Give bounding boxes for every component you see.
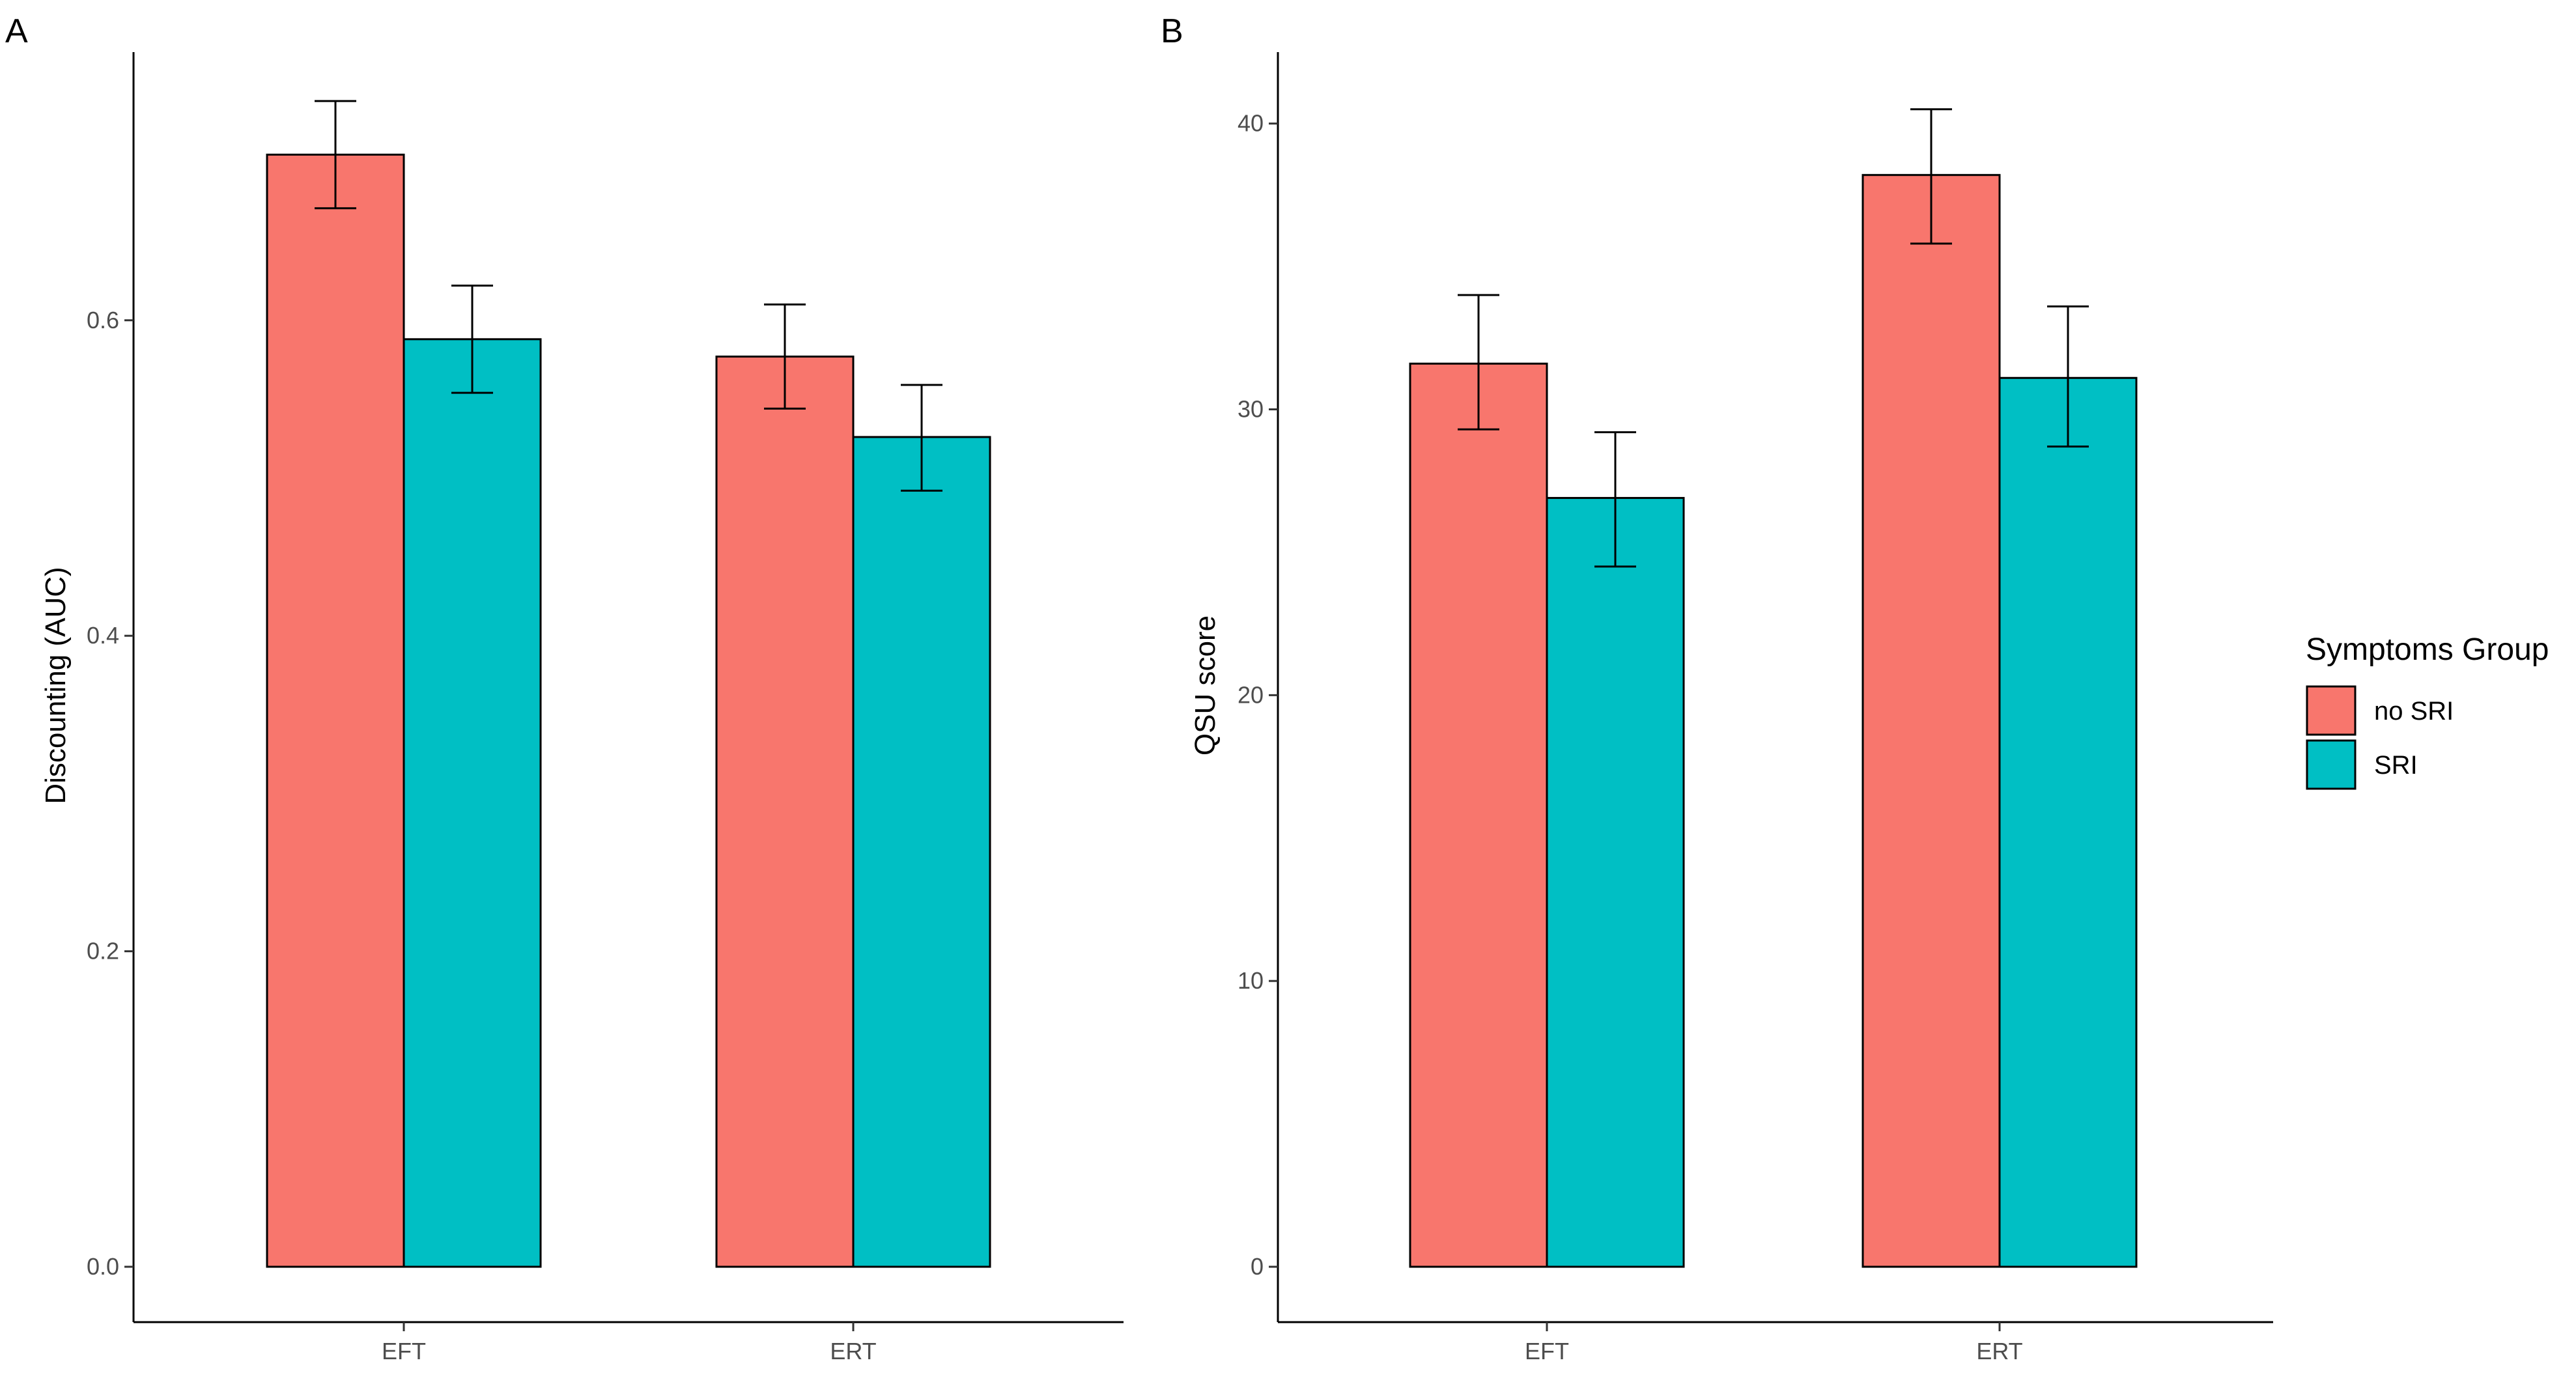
- y-tick-label: 30: [1238, 396, 1264, 423]
- bar-ert-no-sri: [715, 355, 855, 1268]
- x-tick-label-ert: ERT: [1976, 1338, 2022, 1364]
- errorbar-ert-no-sri: [1910, 108, 1952, 245]
- errorbar-ert-sri: [901, 384, 942, 492]
- errorbar-eft-no-sri: [1458, 294, 1499, 431]
- bar-eft-no-sri: [266, 153, 405, 1268]
- x-tick-label-eft: EFT: [1525, 1338, 1569, 1364]
- x-tick-label-eft: EFT: [382, 1338, 426, 1364]
- y-tick-label: 10: [1238, 967, 1264, 994]
- y-axis-title: Discounting (AUC): [40, 567, 72, 804]
- y-tick-label: 0.6: [87, 307, 119, 333]
- errorbar-ert-sri: [2047, 305, 2089, 448]
- y-tick-label: 40: [1238, 110, 1264, 137]
- panel-label-b: B: [1161, 12, 1183, 50]
- panel-b: B 0 10 20 30 40 EFT ERT QSU score: [1161, 12, 2273, 1364]
- bar-ert-no-sri: [1861, 174, 2001, 1268]
- y-tick-label: 0.2: [87, 938, 119, 965]
- legend-title: Symptoms Group: [2306, 632, 2549, 667]
- y-tick-label: 0.4: [87, 622, 119, 649]
- bar-ert-sri: [852, 436, 991, 1268]
- x-tick-label-ert: ERT: [830, 1338, 876, 1364]
- legend-key-no-sri: [2306, 685, 2357, 736]
- bar-ert-sri: [1998, 376, 2138, 1268]
- bar-eft-sri: [1546, 497, 1685, 1268]
- y-axis-title: QSU score: [1189, 615, 1221, 756]
- panel-label-a: A: [5, 12, 28, 50]
- panel-a: A 0.0 0.2 0.4 0.6 EFT ERT Discounting (AUC): [5, 12, 1124, 1364]
- bar-eft-sri: [403, 338, 542, 1268]
- errorbar-ert-no-sri: [764, 304, 806, 410]
- y-tick-label: 0: [1251, 1253, 1264, 1280]
- legend: Symptoms Group no SRI SRI: [2306, 632, 2549, 790]
- legend-key-sri: [2306, 739, 2357, 790]
- legend-label-sri: SRI: [2374, 751, 2418, 780]
- y-tick-label: 20: [1238, 681, 1264, 708]
- bar-eft-no-sri: [1409, 362, 1548, 1268]
- errorbar-eft-sri: [1594, 431, 1636, 568]
- errorbar-eft-no-sri: [315, 100, 356, 210]
- y-tick-label: 0.0: [87, 1253, 119, 1280]
- errorbar-eft-sri: [451, 284, 493, 394]
- legend-label-no-sri: no SRI: [2374, 697, 2454, 726]
